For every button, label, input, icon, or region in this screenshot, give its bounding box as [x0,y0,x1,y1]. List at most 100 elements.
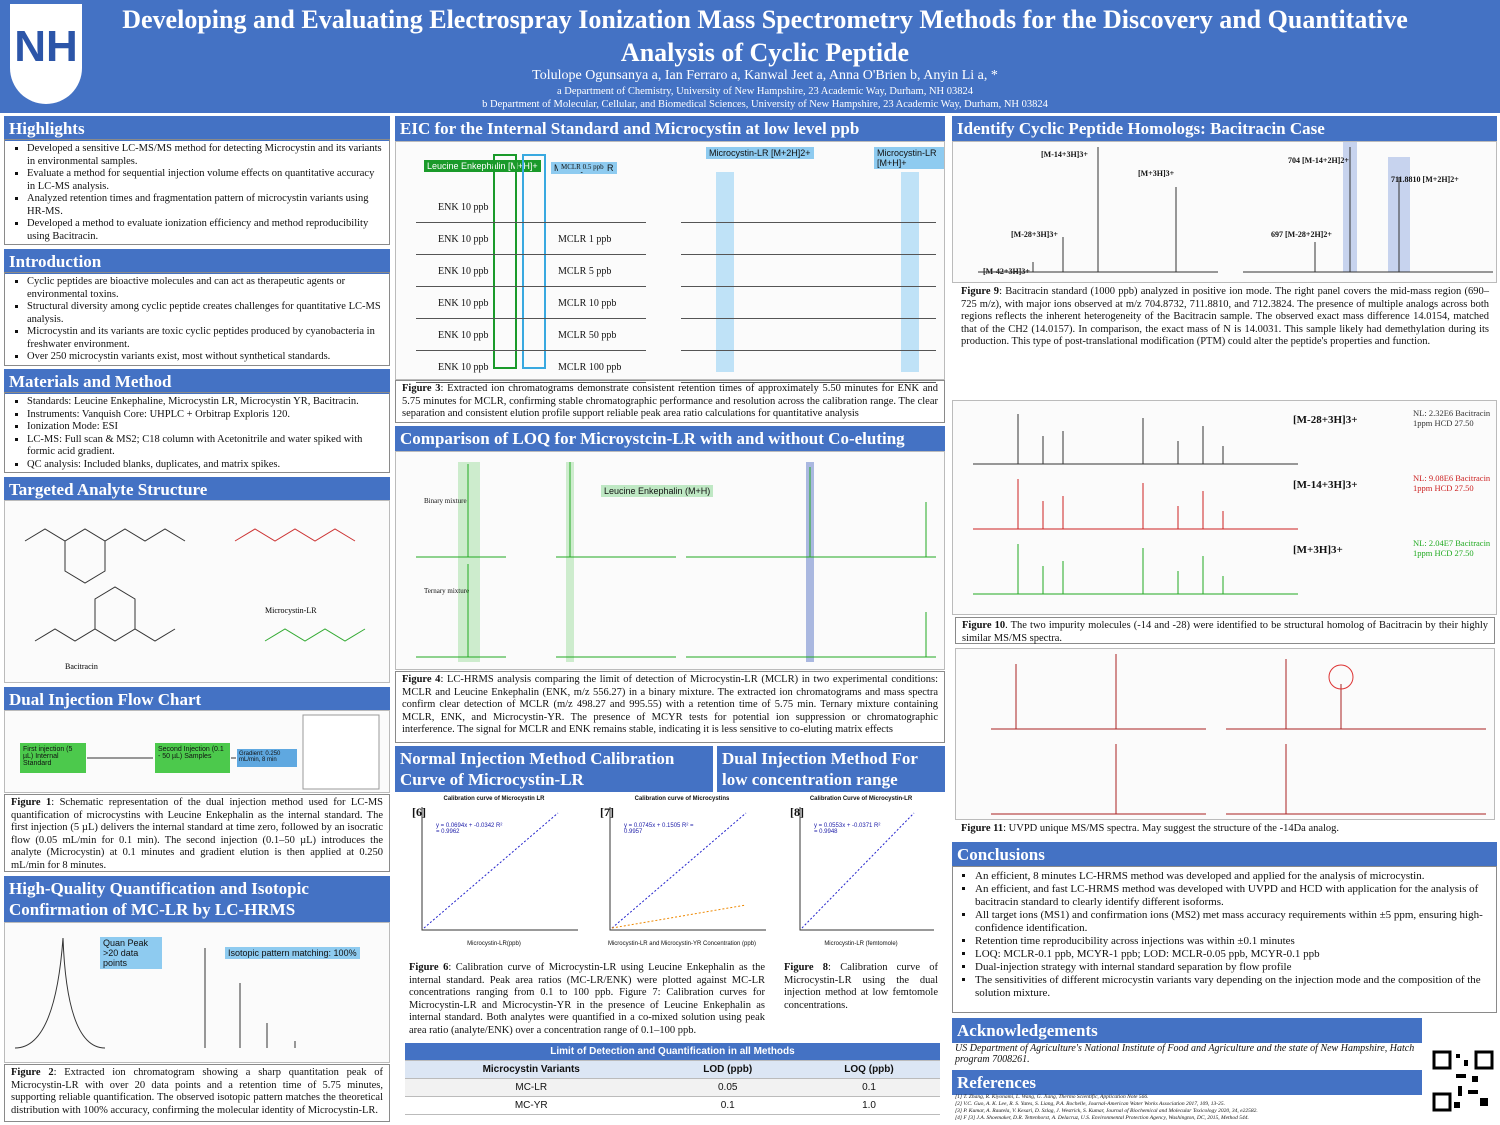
bullet: Cyclic peptides are bioactive molecules … [27,276,383,301]
reference: [4] F [3] J.A. Shoemaker, D.R. Tettenhor… [955,1115,1249,1121]
trace [973,479,1298,530]
spectra [978,147,1493,273]
nl-info: NL: 2.04E7 Bacitracin 1ppm HCD 27.50 [1413,538,1491,558]
panel-title: Calibration curve of Microcystins [634,796,730,802]
equation: y = 0.0745x + 0.1505 R² = 0.9957 [624,823,694,835]
row-line [681,350,936,351]
bullet: Standards: Leucine Enkephaline, Microcys… [27,396,383,409]
structures: Bacitracin Microcystin-LR [24,528,366,671]
bullet: The sensitivities of different microcyst… [975,974,1490,1000]
row-line [681,222,936,223]
caption: Figure 8: Calibration curve of Microcyst… [784,962,938,1011]
uvpd-figure [955,648,1495,820]
label: ENK 10 ppb [438,202,489,213]
caption: Figure 1: Schematic representation of th… [4,794,390,872]
table-cell: 1.0 [798,1096,940,1115]
highlight [493,154,517,369]
qr-finder [1432,1050,1494,1112]
ion-label: [M-28+3H]3+ [1293,414,1358,426]
row-line [681,286,936,287]
label: MCLR 0.5 ppb [558,162,607,172]
qr-code [1432,1050,1494,1112]
ms1-figure: [M-14+3H]3+ [M+3H]3+ [M-28+3H]3+ [M-42+3… [952,141,1497,283]
x-label: Microcystin-LR and Microcystin-YR Concen… [607,941,757,947]
peaks [14,937,296,1049]
row-line [416,222,646,223]
reference: [2] V.C. Guo, A. K. Lee, R. S. Yates, S.… [955,1101,1226,1107]
row-line [681,254,936,255]
label: Binary mixture [424,497,467,505]
trace [991,654,1486,815]
tag: Leucine Enkephalin [M+H]+ [424,160,541,172]
references: [1] T. Zhang, R. Kiyonami, L. Wang, G. J… [955,1094,1420,1122]
trace [973,414,1298,465]
tag: Quan Peak >20 data points [100,937,162,969]
affiliation: a Department of Chemistry, University of… [556,86,974,97]
flowchart: First injection (5 µL) Internal Standard… [4,710,390,793]
tag: Microcystin-LR [M+2H]2+ [706,147,814,159]
section-heading: Introduction [4,249,390,274]
label: ENK 10 ppb [438,234,489,245]
label: [M+3H]3+ [1138,169,1175,178]
label: 697 [M-28+2H]2+ [1271,230,1332,239]
section-heading: Normal Injection Method Calibration Curv… [395,746,713,792]
label: ENK 10 ppb [438,330,489,341]
tag: Isotopic pattern matching: 100% [225,947,360,959]
trace [14,937,296,1049]
ion-label: [M+3H]3+ [1293,544,1343,556]
list: Cyclic peptides are bioactive molecules … [11,276,383,364]
trend [611,904,747,929]
bullet: Dual-injection strategy with internal st… [975,961,1490,974]
bullet: Analyzed retention times and fragmentati… [27,193,383,218]
spectra [991,654,1486,815]
tag: Microcystin-LR [M+H]+ [874,147,944,169]
bullet: An efficient, 8 minutes LC-HRMS method w… [975,870,1490,883]
molecule [264,628,366,642]
table: Limit of Detection and Quantification in… [405,1043,940,1115]
section-heading: Highlights [4,116,390,141]
eic-figure: Leucine Enkephalin [M+H]+ Microcystin-LR… [395,141,945,383]
axes [609,807,766,931]
table-row: MC-YR 0.1 1.0 [405,1096,940,1115]
label: MCLR 50 ppb [558,330,617,341]
trend [801,812,915,929]
panel-title: Calibration Curve of Microcystin-LR [809,796,913,802]
plot [799,807,934,931]
x-label: Microcystin-LR(ppb) [467,941,521,947]
nl-info: NL: 9.08E6 Bacitracin 1ppm HCD 27.50 [1413,473,1491,493]
equation: y = 0.0553x + -0.0371 R² = 0.9948 [814,823,881,835]
table-cell: 0.05 [657,1078,799,1097]
label: MCLR 5 ppb [558,266,612,277]
x-label: Microcystin-LR (femtomole) [824,941,898,947]
list: An efficient, 8 minutes LC-HRMS method w… [959,870,1490,1000]
row-line [416,286,646,287]
row-line [416,254,646,255]
nl-info: NL: 2.32E6 Bacitracin 1ppm HCD 27.50 [1413,408,1491,428]
reference: [3] P. Kumar, A. Rautela, V. Kesari, D. … [955,1108,1258,1114]
calib-panel: [8] Calibration Curve of Microcystin-LR y … [778,795,944,957]
spectra [416,462,936,658]
logo: NH [10,4,82,104]
column-header: Microcystin Variants [405,1060,658,1079]
table-wrap: Limit of Detection and Quantification in… [405,1043,940,1115]
ms2-figure: [M-28+3H]3+ NL: 2.32E6 Bacitracin 1ppm HC… [952,400,1497,615]
label: 711.8810 [M+2H]2+ [1391,175,1459,184]
bullet-box: Standards: Leucine Enkephaline, Microcys… [4,392,390,473]
caption: Figure 6: Calibration curve of Microcyst… [409,962,765,1036]
column-header: LOQ (ppb) [798,1060,940,1079]
ion-label: [M-14+3H]3+ [1293,479,1358,491]
row-line [416,382,646,383]
axes [799,807,934,931]
authors: Tolulope Ogunsanya a, Ian Ferraro a, Kan… [532,68,998,83]
molecule [234,528,356,542]
row-line [416,318,646,319]
caption: Figure 10. The two impurity molecules (-… [955,617,1495,644]
tag: Leucine Enkephalin (M+H) [601,485,714,497]
label: [M-14+3H]3+ [1041,150,1088,159]
label: ENK 10 ppb [438,298,489,309]
table-row: MC-LR 0.05 0.1 [405,1078,940,1097]
bullet: Retention time reproducibility across in… [975,935,1490,948]
section-heading: Targeted Analyte Structure [4,477,390,502]
header [0,0,1500,113]
section-heading: Comparison of LOQ for Microystcin-LR wit… [395,426,945,451]
